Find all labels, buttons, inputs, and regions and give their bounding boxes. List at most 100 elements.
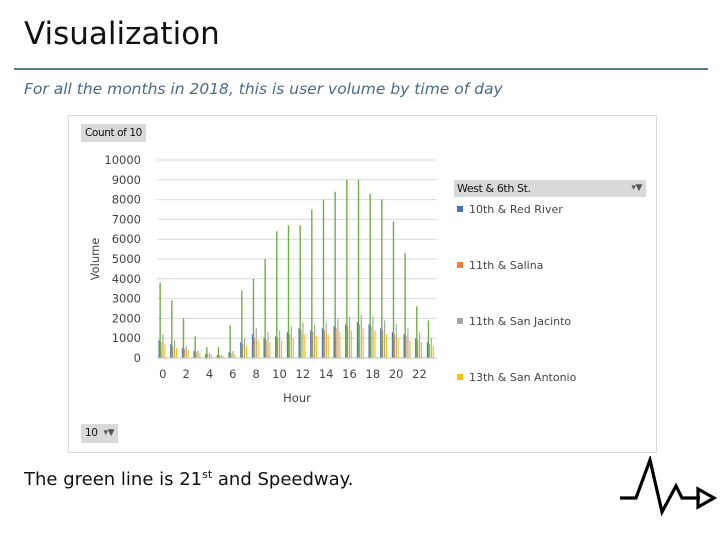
bar xyxy=(335,328,337,358)
bar xyxy=(374,330,376,358)
highlight-bar xyxy=(404,253,406,358)
filter-field-label: 10 xyxy=(85,427,98,439)
funnel-dropdown-icon[interactable]: ▾▼ xyxy=(103,428,115,438)
x-tick-label: 6 xyxy=(229,367,236,381)
value-field-label: Count of 10 xyxy=(85,127,142,139)
bar xyxy=(384,320,386,358)
bar xyxy=(195,352,197,358)
legend-label: 11th & Salina xyxy=(469,259,544,272)
highlight-bar xyxy=(299,225,301,358)
slide-subtitle: For all the months in 2018, this is user… xyxy=(24,80,503,98)
y-tick-label: 1000 xyxy=(112,331,141,345)
bar xyxy=(267,332,269,358)
bar xyxy=(419,332,421,358)
highlight-bar xyxy=(357,179,360,358)
legend-item[interactable]: 10th & Red River xyxy=(457,203,563,217)
bar xyxy=(263,338,265,358)
highlight-bar xyxy=(346,179,348,358)
bar xyxy=(160,342,162,358)
bar xyxy=(372,316,374,358)
y-tick-label: 10000 xyxy=(104,153,141,167)
bar xyxy=(251,334,253,358)
bar xyxy=(193,351,195,358)
highlight-bar xyxy=(241,290,243,358)
bar xyxy=(339,332,341,358)
bar xyxy=(395,324,397,358)
funnel-dropdown-icon[interactable]: ▾▼ xyxy=(631,183,642,193)
bar xyxy=(360,314,362,358)
highlight-bar xyxy=(392,221,395,358)
legend-swatch xyxy=(457,374,463,380)
bar xyxy=(240,342,242,358)
highlight-bar xyxy=(416,306,418,358)
highlight-bar xyxy=(381,199,383,358)
bar xyxy=(385,334,388,358)
bar xyxy=(380,328,382,358)
bar xyxy=(312,332,314,358)
bar xyxy=(350,330,353,358)
bar xyxy=(310,330,312,358)
y-tick-label: 8000 xyxy=(112,193,141,207)
title-divider xyxy=(14,68,708,70)
bar xyxy=(356,322,358,358)
x-tick-label: 10 xyxy=(272,367,287,381)
legend-item[interactable]: 11th & Salina xyxy=(457,259,543,273)
value-field-button[interactable]: Count of 10 xyxy=(81,124,146,142)
bar xyxy=(187,350,189,358)
bar xyxy=(253,338,255,358)
bar xyxy=(218,355,220,358)
caption-text-end: and Speedway. xyxy=(212,469,354,490)
y-tick-label: 7000 xyxy=(112,212,141,226)
bar xyxy=(362,328,364,358)
bar xyxy=(430,338,432,358)
bar xyxy=(255,328,257,358)
bar xyxy=(415,338,417,358)
legend-item[interactable]: 11th & San Jacinto xyxy=(457,315,571,329)
pulse-waveform-logo-icon xyxy=(620,456,718,517)
legend-label: 10th & Red River xyxy=(469,203,563,216)
highlight-bar xyxy=(194,336,196,358)
bar xyxy=(358,324,360,358)
chart-plot-area: 0100020003000400050006000700080009000100… xyxy=(88,153,437,405)
bar xyxy=(397,338,399,358)
highlight-bar xyxy=(206,347,208,358)
bar xyxy=(347,326,349,358)
bar xyxy=(209,353,211,358)
bar xyxy=(197,350,199,358)
y-tick-label: 0 xyxy=(134,351,141,365)
legend-item[interactable]: 13th & San Antonio xyxy=(457,371,576,385)
bar xyxy=(222,356,224,358)
highlight-bar xyxy=(276,231,278,358)
bar xyxy=(403,334,405,358)
bar xyxy=(205,354,207,358)
x-tick-label: 14 xyxy=(319,367,334,381)
y-tick-label: 4000 xyxy=(112,272,141,286)
highlight-bar xyxy=(182,318,185,358)
bar xyxy=(181,348,183,358)
bar xyxy=(242,344,244,358)
x-tick-label: 12 xyxy=(296,367,311,381)
bar xyxy=(174,340,176,358)
bar xyxy=(257,340,259,358)
y-tick-label: 2000 xyxy=(112,311,141,325)
bar xyxy=(164,344,166,358)
bar xyxy=(175,348,178,358)
legend-field-button[interactable]: West & 6th St. ▾▼ xyxy=(454,180,646,197)
filter-field-button[interactable]: 10 ▾▼ xyxy=(81,424,119,443)
bar xyxy=(230,353,232,358)
highlight-bar xyxy=(229,325,231,358)
legend-label: 11th & San Jacinto xyxy=(469,315,572,328)
bar xyxy=(345,324,347,358)
pivot-chart[interactable]: 0 1000 2000 3000 4000 5000 6000 7000 8000 9000 100… xyxy=(68,115,657,453)
bar xyxy=(333,326,335,358)
highlight-bar xyxy=(287,225,290,358)
bar xyxy=(393,334,395,358)
bar xyxy=(391,332,393,358)
bar xyxy=(407,328,409,358)
bar xyxy=(304,334,306,358)
slide-caption: The green line is 21st and Speedway. xyxy=(24,468,353,490)
y-tick-label: 5000 xyxy=(112,252,141,266)
bar xyxy=(288,334,290,358)
legend-swatch xyxy=(457,318,463,324)
x-tick-label: 20 xyxy=(389,367,404,381)
